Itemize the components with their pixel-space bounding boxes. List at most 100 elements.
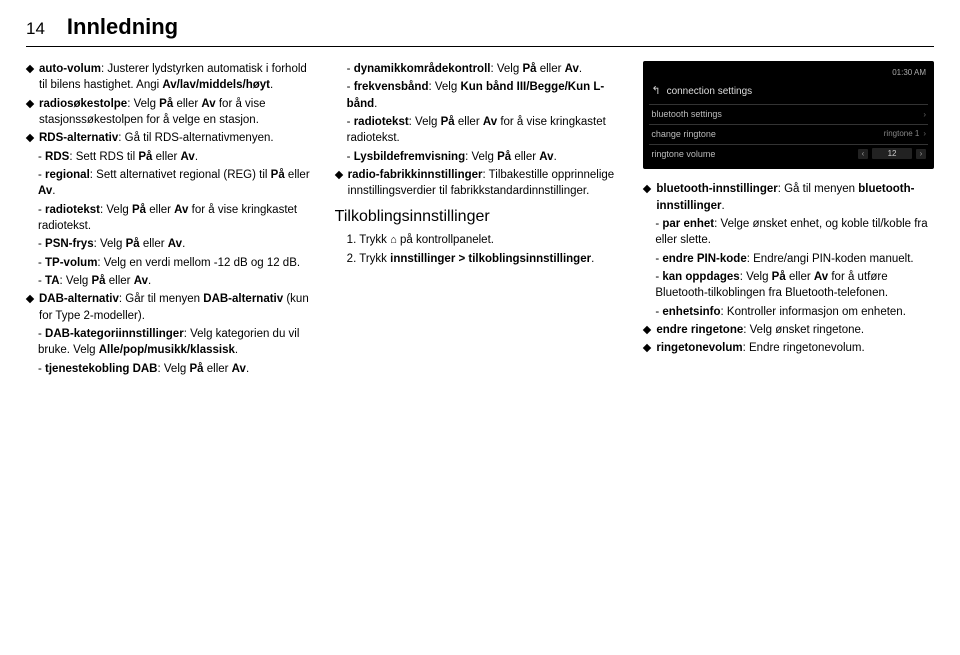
or: eller bbox=[204, 363, 232, 375]
text: DAB-alternativ: Går til menyen DAB-alter… bbox=[39, 291, 317, 324]
step-2: 2. Trykk innstillinger > tilkoblingsinns… bbox=[335, 251, 626, 267]
on: På bbox=[189, 363, 203, 375]
label: DAB-kategoriinnstillinger bbox=[45, 328, 184, 340]
on: På bbox=[132, 204, 146, 216]
label: regional bbox=[45, 169, 90, 181]
diamond-icon bbox=[26, 65, 34, 73]
diamond-icon bbox=[643, 185, 651, 193]
path: innstillinger > tilkoblingsinnstillinger bbox=[390, 253, 591, 265]
back-arrow-icon[interactable]: ↰ bbox=[651, 84, 660, 100]
off: Av bbox=[814, 271, 828, 283]
bullet-dab-alternativ: DAB-alternativ: Går til menyen DAB-alter… bbox=[26, 291, 317, 324]
diamond-icon bbox=[643, 344, 651, 352]
label: radiotekst bbox=[354, 116, 409, 128]
or: eller bbox=[106, 275, 134, 287]
diamond-icon bbox=[26, 295, 34, 303]
on: På bbox=[138, 151, 152, 163]
label: enhetsinfo bbox=[662, 306, 720, 318]
or: eller bbox=[146, 204, 174, 216]
text: : Velg ønsket ringetone. bbox=[743, 324, 864, 336]
page-header: 14 Innledning bbox=[26, 14, 934, 47]
scr-clock: 01:30 AM bbox=[892, 67, 926, 78]
label: ringetonevolum bbox=[656, 342, 742, 354]
text: på kontrollpanelet. bbox=[397, 234, 494, 246]
or: eller bbox=[173, 98, 201, 110]
text: 1. Trykk bbox=[347, 234, 390, 246]
label: tjenestekobling DAB bbox=[45, 363, 157, 375]
text: : Sett alternativet regional (REG) til bbox=[90, 169, 271, 181]
label: RDS-alternativ bbox=[39, 132, 118, 144]
diamond-icon bbox=[643, 326, 651, 334]
scr-row-volume: ringtone volume ‹ 12 › bbox=[643, 145, 934, 164]
on: På bbox=[441, 116, 455, 128]
bullet-auto-volum: auto-volum: Justerer lydstyrken automati… bbox=[26, 61, 317, 94]
options: Av/lav/middels/høyt bbox=[162, 79, 270, 91]
text: : Velg bbox=[127, 98, 159, 110]
on: På bbox=[271, 169, 285, 181]
label: TP-volum bbox=[45, 257, 97, 269]
or: eller bbox=[786, 271, 814, 283]
scr-slider: ‹ 12 › bbox=[858, 148, 926, 159]
scr-row-label: bluetooth settings bbox=[651, 108, 722, 121]
on: På bbox=[772, 271, 786, 283]
options: Alle/pop/musikk/klassisk bbox=[99, 344, 235, 356]
text: : Velg bbox=[490, 63, 522, 75]
label: dynamikkområdekontroll bbox=[354, 63, 491, 75]
label: TA bbox=[45, 275, 59, 287]
text: : Sett RDS til bbox=[69, 151, 138, 163]
text: : Velg bbox=[409, 116, 441, 128]
off: Av bbox=[201, 98, 215, 110]
sub-dab-kategori: - DAB-kategoriinnstillinger: Velg katego… bbox=[26, 326, 317, 359]
off: Av bbox=[565, 63, 579, 75]
text: : Endre/angi PIN-koden manuelt. bbox=[747, 253, 914, 265]
text: : Endre ringetonevolum. bbox=[743, 342, 865, 354]
column-1: auto-volum: Justerer lydstyrken automati… bbox=[26, 61, 317, 379]
text: 2. Trykk bbox=[347, 253, 390, 265]
sub-lysbilde: - Lysbildefremvisning: Velg På eller Av. bbox=[335, 149, 626, 165]
label: radiotekst bbox=[45, 204, 100, 216]
page: 14 Innledning auto-volum: Justerer lydst… bbox=[0, 0, 960, 389]
off: Av bbox=[38, 185, 52, 197]
off: Av bbox=[483, 116, 497, 128]
sub-endre-pin: - endre PIN-kode: Endre/angi PIN-koden m… bbox=[643, 251, 934, 267]
chevron-right-icon: › bbox=[923, 109, 926, 120]
or: eller bbox=[537, 63, 565, 75]
columns: auto-volum: Justerer lydstyrken automati… bbox=[26, 61, 934, 379]
on: På bbox=[126, 238, 140, 250]
label: radio-fabrikkinnstillinger bbox=[348, 169, 483, 181]
label2: DAB-alternativ bbox=[203, 293, 283, 305]
scr-row-label: change ringtone bbox=[651, 128, 716, 141]
off: Av bbox=[168, 238, 182, 250]
off: Av bbox=[539, 151, 553, 163]
text: : Velg bbox=[158, 363, 190, 375]
or: eller bbox=[152, 151, 180, 163]
on: På bbox=[159, 98, 173, 110]
text: : Velg bbox=[100, 204, 132, 216]
sub-ta: - TA: Velg På eller Av. bbox=[26, 273, 317, 289]
on: På bbox=[91, 275, 105, 287]
minus-icon[interactable]: ‹ bbox=[858, 149, 868, 159]
label: par enhet bbox=[662, 218, 714, 230]
or: eller bbox=[140, 238, 168, 250]
embedded-screenshot: 01:30 AM ↰ connection settings bluetooth… bbox=[643, 61, 934, 169]
or: eller bbox=[455, 116, 483, 128]
diamond-icon bbox=[26, 134, 34, 142]
off: Av bbox=[181, 151, 195, 163]
label: PSN-frys bbox=[45, 238, 94, 250]
step-1: 1. Trykk ⌂ på kontrollpanelet. bbox=[335, 232, 626, 249]
text: : Velg bbox=[94, 238, 126, 250]
sub-tjenestekobling: - tjenestekobling DAB: Velg På eller Av. bbox=[26, 361, 317, 377]
label: DAB-alternativ bbox=[39, 293, 119, 305]
sub-rds: - RDS: Sett RDS til På eller Av. bbox=[26, 149, 317, 165]
bullet-rds-alternativ: RDS-alternativ: Gå til RDS-alternativmen… bbox=[26, 130, 317, 146]
plus-icon[interactable]: › bbox=[916, 149, 926, 159]
page-title: Innledning bbox=[67, 14, 178, 40]
or: eller bbox=[285, 169, 310, 181]
scr-row-ringtone[interactable]: change ringtone ringtone 1› bbox=[643, 125, 934, 144]
sub-enhetsinfo: - enhetsinfo: Kontroller informasjon om … bbox=[643, 304, 934, 320]
sub-tp: - TP-volum: Velg en verdi mellom -12 dB … bbox=[26, 255, 317, 271]
label: RDS bbox=[45, 151, 69, 163]
text: : Velg en verdi mellom -12 dB og 12 dB. bbox=[97, 257, 300, 269]
scr-row-bluetooth[interactable]: bluetooth settings › bbox=[643, 105, 934, 124]
text: : Gå til menyen bbox=[778, 183, 859, 195]
